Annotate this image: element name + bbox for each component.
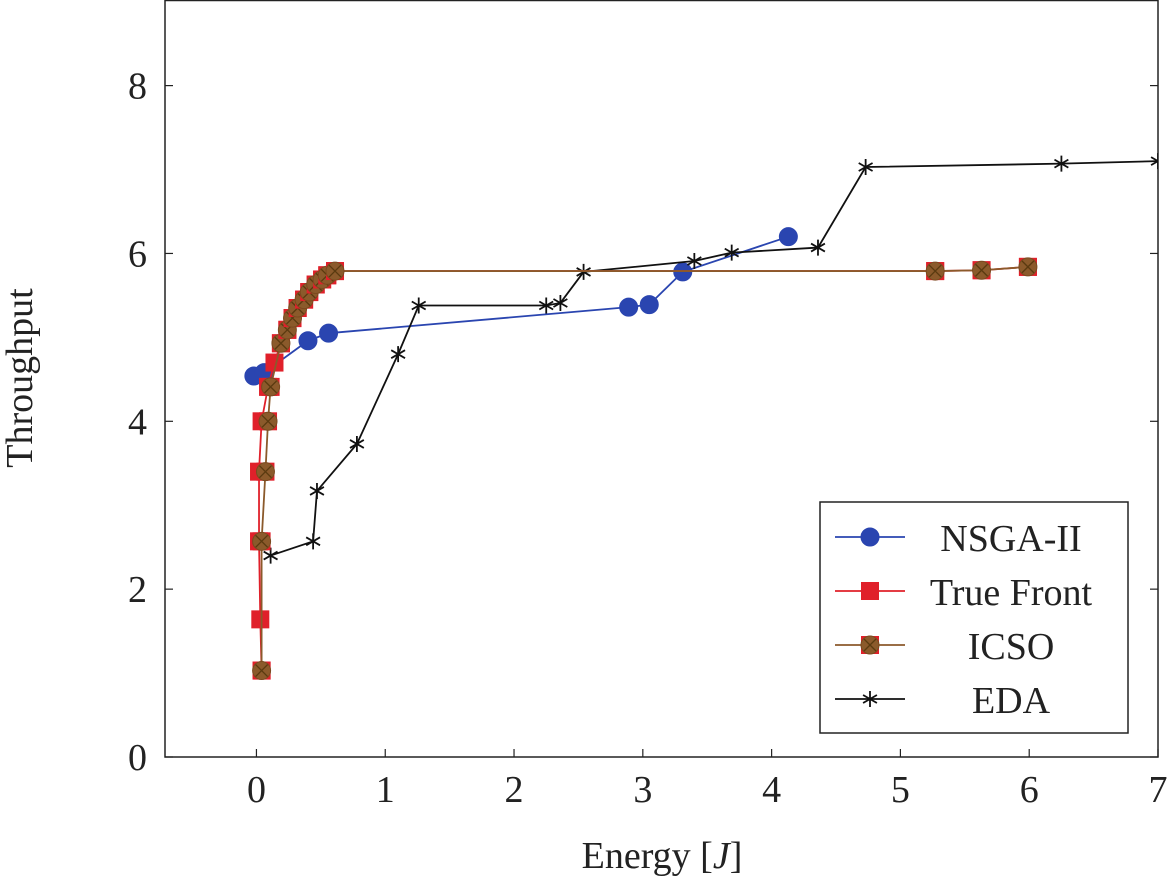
data-point-x: [264, 380, 278, 394]
x-tick-label: 5: [891, 769, 910, 811]
x-tick-label: 4: [762, 769, 781, 811]
series-layer: [244, 153, 1158, 681]
data-point: [1018, 257, 1038, 277]
data-point-x: [928, 264, 942, 278]
legend-label: EDA: [972, 680, 1051, 722]
x-tick-label: 6: [1020, 769, 1039, 811]
y-tick-label: 6: [128, 233, 147, 275]
data-point-star: [538, 297, 554, 314]
x-axis-label: Energy [J]: [582, 835, 743, 877]
data-point: [255, 462, 275, 482]
data-point: [251, 610, 270, 629]
x-tick-label: 0: [247, 769, 266, 811]
data-point: [1150, 153, 1158, 170]
data-point-x: [1021, 260, 1035, 274]
data-point-star: [305, 533, 321, 550]
series-icso: [252, 257, 1038, 681]
data-point-square: [251, 610, 270, 629]
data-point: [258, 411, 278, 431]
data-point-star: [686, 253, 702, 270]
y-tick-label: 4: [128, 401, 147, 443]
data-point: [298, 331, 318, 351]
data-point: [619, 297, 639, 317]
axis-ticks: 0 1 2 3 4 5 6 7 0 2 4 6 8: [128, 66, 1168, 811]
data-point-x: [258, 465, 272, 479]
legend-marker-x: [863, 638, 877, 652]
data-point-star: [309, 482, 325, 499]
y-tick-label: 2: [128, 569, 147, 611]
data-point: [319, 323, 339, 343]
data-point: [325, 261, 345, 281]
legend-marker-dot: [860, 527, 880, 547]
y-tick-label: 0: [128, 737, 147, 779]
data-point-dot: [639, 295, 659, 315]
data-point: [305, 533, 321, 550]
data-point-x: [255, 664, 269, 678]
y-tick-label: 8: [128, 66, 147, 108]
data-point-dot: [778, 227, 798, 247]
data-point: [265, 353, 284, 372]
data-point-x: [261, 414, 275, 428]
data-point: [972, 260, 992, 280]
data-point: [686, 253, 702, 270]
data-point: [724, 244, 740, 261]
data-point: [261, 377, 281, 397]
legend-marker-star: [862, 691, 878, 707]
x-tick-label: 7: [1149, 769, 1168, 811]
legend-label: True Front: [930, 572, 1093, 614]
data-point-star: [349, 435, 365, 452]
data-point-dot: [619, 297, 639, 317]
x-tick-label: 3: [633, 769, 652, 811]
data-point-x: [975, 263, 989, 277]
data-point-x: [274, 336, 288, 350]
legend-marker: [860, 635, 880, 655]
data-point-x: [255, 534, 269, 548]
data-point-star: [1054, 155, 1069, 172]
data-point: [390, 346, 406, 363]
data-point: [925, 261, 945, 281]
data-point: [858, 159, 874, 176]
data-point: [309, 482, 325, 499]
data-point: [1054, 155, 1069, 172]
legend-marker: [862, 691, 878, 707]
legend-marker: [860, 527, 880, 547]
legend-item: NSGA-II: [835, 518, 1082, 560]
series-eda: [263, 153, 1158, 564]
data-point: [252, 661, 272, 681]
y-axis-label: Throughput: [0, 288, 41, 468]
data-point-star: [553, 294, 568, 311]
data-point-star: [858, 159, 874, 176]
data-point-x: [328, 264, 342, 278]
data-point-dot: [319, 323, 339, 343]
data-point: [553, 294, 568, 311]
data-point-star: [263, 547, 278, 564]
data-point-star: [411, 297, 427, 314]
data-point-star: [810, 239, 826, 256]
legend-item: True Front: [835, 572, 1093, 614]
legend-label: ICSO: [968, 626, 1055, 668]
legend-item: ICSO: [835, 626, 1054, 668]
legend-item: EDA: [835, 680, 1051, 722]
data-point: [639, 295, 659, 315]
x-tick-label: 2: [505, 769, 524, 811]
data-point: [263, 547, 278, 564]
data-point: [411, 297, 427, 314]
data-point-star: [390, 346, 406, 363]
data-point: [252, 531, 272, 551]
legend-marker: [861, 582, 879, 600]
data-point: [810, 239, 826, 256]
legend-label: NSGA-II: [940, 518, 1081, 560]
data-point: [349, 435, 365, 452]
data-point-square: [265, 353, 284, 372]
plot-frame: [164, 0, 1159, 758]
x-tick-label: 1: [376, 769, 395, 811]
data-point-star: [724, 244, 740, 261]
legend: NSGA-II True Front ICSO EDA: [819, 501, 1129, 734]
legend-marker-square: [861, 582, 879, 600]
data-point-star: [1150, 153, 1158, 170]
data-point-dot: [298, 331, 318, 351]
data-point: [778, 227, 798, 247]
data-point: [538, 297, 554, 314]
